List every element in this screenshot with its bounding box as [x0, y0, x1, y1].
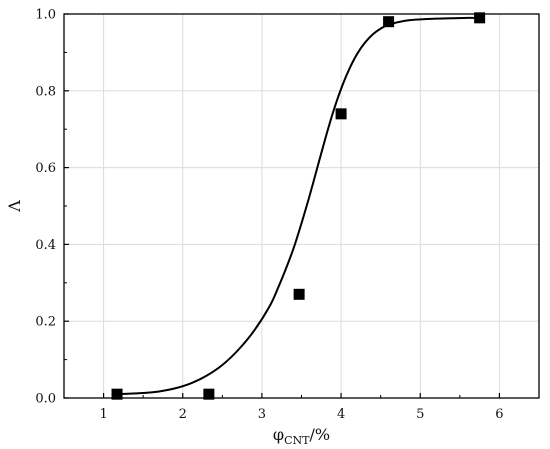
fit-curve-layer — [111, 16, 484, 396]
y-tick-label: 0.0 — [35, 392, 56, 407]
y-axis-label: Λ — [5, 200, 24, 213]
y-tick-label: 0.6 — [35, 161, 56, 176]
fit-curve — [111, 16, 484, 396]
data-point — [203, 388, 215, 400]
y-tick-label: 1.0 — [35, 8, 56, 23]
x-axis-label-main: φ — [273, 425, 284, 444]
x-axis-label-subscript: CNT — [284, 434, 310, 447]
data-point — [474, 12, 486, 24]
y-tick-label: 0.8 — [35, 84, 56, 99]
data-point — [383, 16, 395, 28]
y-tick-label: 0.4 — [35, 238, 56, 253]
data-point — [335, 108, 347, 120]
data-points — [111, 12, 486, 400]
x-axis-label-tail: /% — [310, 425, 331, 444]
x-tick-label: 5 — [416, 407, 424, 422]
x-tick-label: 1 — [99, 407, 107, 422]
x-tick-label: 3 — [258, 407, 266, 422]
x-axis-label: φCNT/% — [273, 425, 330, 447]
x-tick-label: 2 — [179, 407, 187, 422]
data-point — [293, 288, 305, 300]
x-tick-label: 6 — [495, 407, 503, 422]
axis-ticks: 1 2 3 4 5 6 0.0 0.2 0.4 0.6 0.8 1.0 — [35, 8, 540, 422]
y-tick-label: 0.2 — [35, 315, 56, 330]
data-point — [111, 388, 123, 400]
x-tick-label: 4 — [337, 407, 345, 422]
